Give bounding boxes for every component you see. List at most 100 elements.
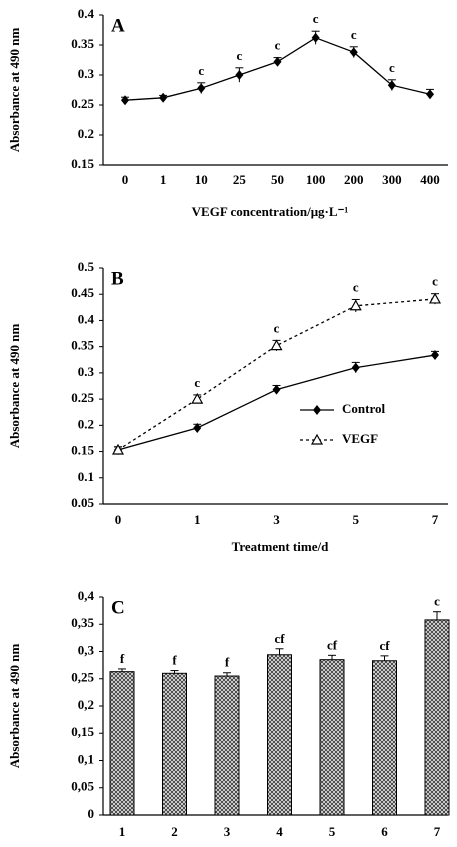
y-tick-label: 0.25 bbox=[71, 96, 94, 111]
x-tick-label: 50 bbox=[271, 172, 284, 187]
panel: C Absorbance at 490 nm 0 0,05 0,1 0,15 0,2 0,25… bbox=[7, 588, 450, 839]
x-tick-label: 25 bbox=[233, 172, 247, 187]
bar bbox=[162, 672, 187, 816]
marker bbox=[235, 70, 244, 80]
x-tick-label: 7 bbox=[432, 512, 439, 527]
y-tick-label: 0.2 bbox=[78, 126, 94, 141]
y-tick-label: 0.4 bbox=[78, 6, 95, 21]
marker bbox=[159, 92, 168, 103]
marker bbox=[387, 80, 396, 91]
x-tick-label: 0 bbox=[122, 172, 129, 187]
marker bbox=[349, 299, 362, 311]
x-tick-label: 100 bbox=[306, 172, 326, 187]
x-tick-label: 7 bbox=[434, 824, 441, 839]
marker bbox=[197, 83, 206, 94]
y-tick-label: 0.3 bbox=[78, 364, 95, 379]
panel-label: C bbox=[111, 597, 125, 618]
annotation: cf bbox=[327, 637, 338, 652]
annotation: c bbox=[351, 27, 357, 42]
y-tick-label: 0.05 bbox=[71, 495, 94, 510]
x-tick-label: 4 bbox=[276, 824, 283, 839]
annotation: f bbox=[225, 655, 230, 670]
x-tick-label: 10 bbox=[195, 172, 208, 187]
marker bbox=[272, 384, 281, 395]
legend-label: VEGF bbox=[342, 431, 378, 446]
legend-marker bbox=[310, 433, 324, 445]
panel: B Absorbance at 490 nm Treatment time/d 0.0… bbox=[7, 259, 448, 554]
x-tick-label: 300 bbox=[382, 172, 402, 187]
x-tick-label: 5 bbox=[353, 512, 360, 527]
marker bbox=[121, 95, 129, 106]
panel-label: A bbox=[111, 15, 125, 36]
x-tick-label: 1 bbox=[160, 172, 167, 187]
x-tick-label: 1 bbox=[119, 824, 126, 839]
y-tick-label: 0.25 bbox=[71, 390, 94, 405]
annotation: c bbox=[434, 594, 440, 609]
marker bbox=[273, 56, 282, 67]
x-axis-title: Treatment time/d bbox=[232, 539, 329, 554]
marker bbox=[191, 392, 204, 404]
bar bbox=[267, 654, 292, 816]
marker bbox=[349, 47, 358, 58]
x-axis-title: VEGF concentration/μg·L⁻¹ bbox=[192, 204, 349, 219]
annotation: c bbox=[313, 11, 319, 26]
y-tick-label: 0,1 bbox=[78, 751, 94, 766]
legend-marker bbox=[313, 405, 321, 415]
annotation: c bbox=[432, 274, 438, 289]
annotation: cf bbox=[379, 638, 390, 653]
y-axis-title: Absorbance at 490 nm bbox=[7, 28, 22, 153]
annotation: f bbox=[120, 651, 125, 666]
marker bbox=[111, 443, 125, 455]
y-tick-label: 0.4 bbox=[78, 311, 95, 326]
x-tick-label: 0 bbox=[115, 512, 122, 527]
y-tick-label: 0.35 bbox=[71, 36, 94, 51]
annotation: c bbox=[389, 60, 395, 75]
x-tick-label: 400 bbox=[420, 172, 440, 187]
annotation: f bbox=[172, 653, 177, 668]
bar bbox=[109, 671, 135, 816]
legend-label: Control bbox=[342, 401, 385, 416]
y-tick-label: 0.45 bbox=[71, 285, 94, 300]
y-tick-label: 0 bbox=[88, 806, 95, 821]
y-tick-label: 0,4 bbox=[78, 588, 95, 603]
marker bbox=[193, 422, 202, 433]
marker bbox=[270, 339, 283, 351]
x-tick-label: 3 bbox=[224, 824, 231, 839]
x-tick-label: 2 bbox=[171, 824, 178, 839]
y-tick-label: 0,35 bbox=[71, 615, 94, 630]
panel: A Absorbance at 490 nm VEGF concentration/… bbox=[7, 6, 448, 219]
y-tick-label: 0.35 bbox=[71, 338, 94, 353]
marker bbox=[311, 32, 320, 43]
y-tick-label: 0.2 bbox=[78, 416, 94, 431]
bar bbox=[214, 675, 240, 816]
x-tick-label: 200 bbox=[344, 172, 364, 187]
x-tick-label: 6 bbox=[381, 824, 388, 839]
bar bbox=[372, 660, 397, 816]
annotation: c bbox=[236, 48, 242, 63]
annotation: c bbox=[194, 375, 200, 390]
bar bbox=[319, 659, 345, 816]
marker bbox=[351, 362, 360, 373]
y-tick-label: 0.3 bbox=[78, 66, 95, 81]
annotation: c bbox=[353, 279, 359, 294]
y-tick-label: 0,15 bbox=[71, 724, 94, 739]
y-tick-label: 0.15 bbox=[71, 156, 94, 171]
panel-label: B bbox=[111, 268, 124, 289]
x-tick-label: 5 bbox=[329, 824, 336, 839]
series-line bbox=[117, 354, 436, 451]
x-tick-label: 1 bbox=[194, 512, 201, 527]
y-tick-label: 0,05 bbox=[71, 779, 94, 794]
y-tick-label: 0.15 bbox=[71, 443, 94, 458]
y-tick-label: 0,25 bbox=[71, 670, 94, 685]
y-tick-label: 0,3 bbox=[78, 642, 95, 657]
annotation: cf bbox=[274, 631, 285, 646]
series-line bbox=[117, 298, 436, 451]
y-axis-title: Absorbance at 490 nm bbox=[7, 644, 22, 769]
annotation: c bbox=[275, 38, 281, 53]
y-axis-title: Absorbance at 490 nm bbox=[7, 324, 22, 449]
y-tick-label: 0.5 bbox=[78, 259, 95, 274]
y-tick-label: 0,2 bbox=[78, 697, 94, 712]
marker bbox=[431, 350, 439, 361]
bar bbox=[424, 619, 450, 816]
